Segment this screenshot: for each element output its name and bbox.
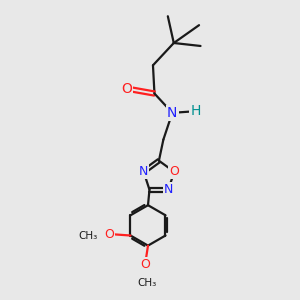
Text: H: H — [190, 104, 201, 118]
Text: O: O — [122, 82, 132, 96]
Text: N: N — [164, 183, 173, 196]
Text: O: O — [169, 165, 179, 178]
Text: O: O — [104, 227, 114, 241]
Text: CH₃: CH₃ — [79, 230, 98, 241]
Text: O: O — [140, 258, 150, 272]
Text: N: N — [167, 106, 178, 120]
Text: N: N — [139, 165, 148, 178]
Text: CH₃: CH₃ — [137, 278, 156, 288]
